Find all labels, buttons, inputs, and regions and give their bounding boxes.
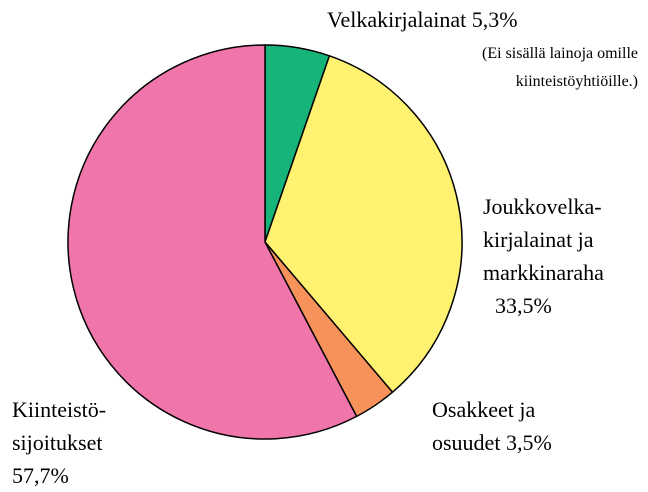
slice-label: Velkakirjalainat 5,3% [327, 3, 518, 36]
pie-slice [264, 54, 463, 394]
value-label: 33,5% [495, 293, 552, 318]
slice-label: Osakkeet ja osuudet 3,5% [432, 393, 552, 459]
pie-slice [67, 44, 358, 440]
slice-label: Kiinteistö- sijoitukset 57,7% [12, 393, 106, 492]
value-label: 5,3% [471, 7, 518, 32]
category-label: Velkakirjalainat [327, 7, 467, 32]
category-label: Kiinteistö- sijoitukset [12, 397, 107, 455]
annotation: (Ei sisällä lainoja omille kiinteistöyht… [482, 45, 638, 90]
slice-label: Joukkovelka- kirjalainat ja markkinaraha… [483, 190, 604, 322]
category-label: Joukkovelka- kirjalainat ja markkinaraha [483, 194, 604, 285]
value-label: 3,5% [505, 430, 552, 455]
value-label: 57,7% [12, 463, 69, 488]
category-label: Osakkeet ja osuudet [432, 397, 536, 455]
